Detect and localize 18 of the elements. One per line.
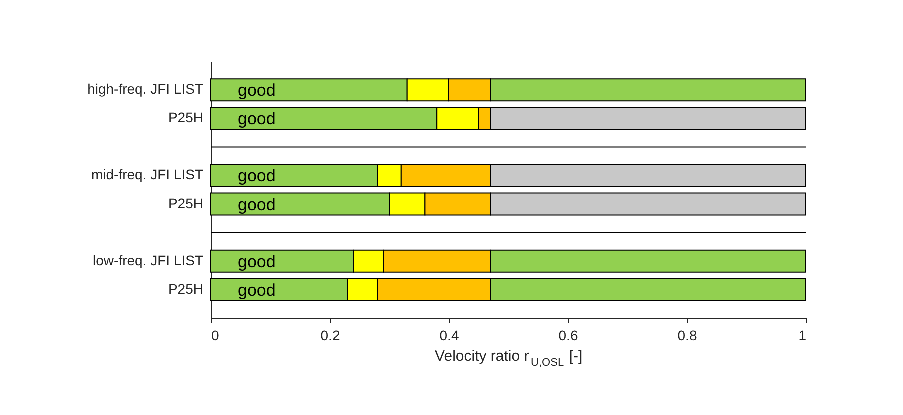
y-tick-label: low-freq. JFI LIST bbox=[93, 252, 204, 268]
text: good bbox=[238, 195, 276, 214]
text: good bbox=[238, 81, 276, 100]
y-tick-label: P25H bbox=[168, 195, 204, 212]
x-tick-label: 0.8 bbox=[678, 328, 698, 344]
x-tick-label: 1 bbox=[798, 328, 807, 344]
x-tick-label: 0.2 bbox=[320, 328, 340, 344]
x-tick-label: 0.4 bbox=[440, 328, 460, 344]
text: good bbox=[238, 110, 276, 129]
text: good bbox=[238, 280, 276, 300]
x-tick-label: 0 bbox=[212, 328, 220, 344]
y-tick-label: mid-freq. JFI LIST bbox=[91, 166, 204, 183]
y-tick-label: P25H bbox=[168, 110, 204, 126]
y-tick-label: P25H bbox=[168, 280, 204, 297]
series-label: good bbox=[238, 252, 276, 272]
x-tick-label: 0.6 bbox=[558, 328, 578, 344]
text: good bbox=[238, 166, 276, 186]
y-tick-label: high-freq. JFI LIST bbox=[88, 81, 204, 98]
